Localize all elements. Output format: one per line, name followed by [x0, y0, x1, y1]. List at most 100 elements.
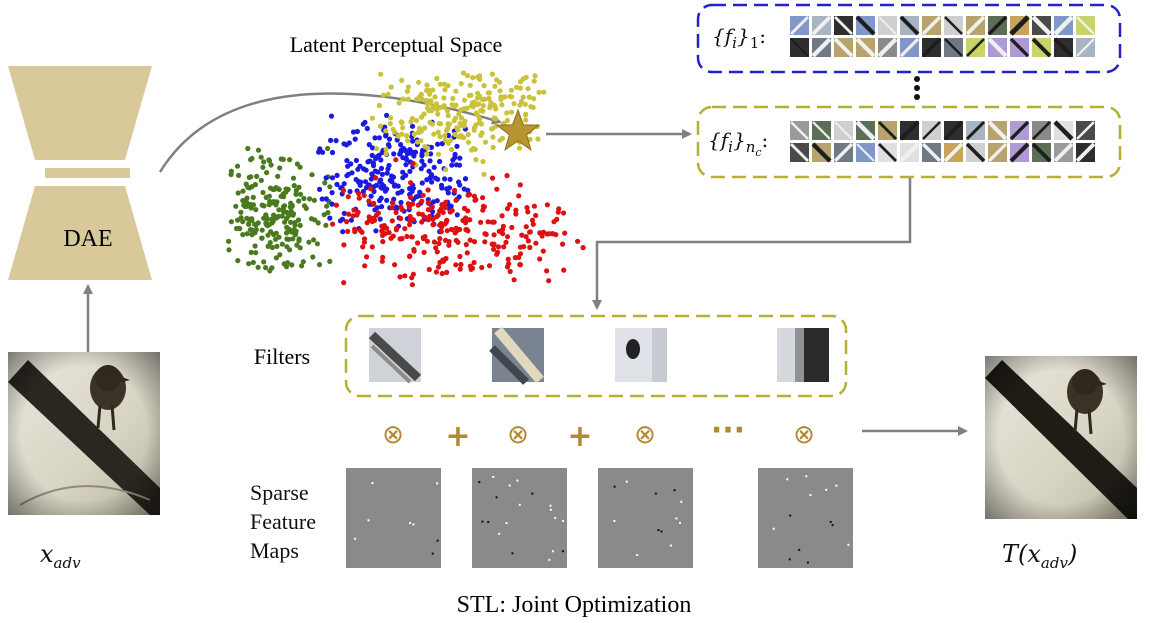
scatter-point: [362, 263, 368, 269]
scatter-point: [422, 144, 428, 150]
scatter-point: [492, 83, 498, 89]
scatter-point: [446, 121, 453, 127]
scatter-point: [444, 108, 451, 114]
scatter-point: [258, 154, 264, 160]
scatter-point: [453, 225, 459, 231]
filter-patch-stroke: [834, 16, 853, 35]
scatter-point: [457, 182, 463, 188]
scatter-point: [490, 134, 496, 140]
sparse-activation: [788, 558, 791, 561]
scatter-point: [333, 202, 340, 208]
scatter-point: [328, 137, 334, 143]
scatter-point: [379, 228, 385, 234]
scatter-point: [458, 261, 464, 268]
scatter-point: [248, 205, 254, 211]
sparse-activation: [492, 476, 495, 478]
filter-patch-stroke: [834, 121, 853, 140]
scatter-point: [384, 197, 390, 203]
sparse-activation: [409, 522, 412, 524]
scatter-point: [533, 212, 539, 219]
scatter-point: [454, 143, 460, 149]
scatter-point: [316, 262, 323, 268]
scatter-point: [483, 231, 489, 237]
scatter-point: [467, 217, 473, 223]
filter-set-nc-box: [696, 105, 1122, 179]
scatter-point: [235, 258, 241, 264]
scatter-point: [458, 115, 464, 121]
scatter-point: [465, 228, 471, 234]
scatter-point: [410, 217, 416, 223]
scatter-point: [404, 88, 410, 94]
scatter-point: [383, 128, 389, 134]
scatter-point: [357, 163, 363, 169]
sparse-activation: [412, 523, 415, 526]
scatter-point: [350, 129, 357, 135]
scatter-point: [409, 282, 415, 288]
scatter-point: [456, 111, 462, 117]
scatter-point: [408, 180, 414, 186]
scatter-point: [301, 195, 307, 202]
scatter-point: [286, 213, 292, 219]
scatter-point: [369, 152, 375, 158]
sparse-activation: [798, 548, 801, 551]
scatter-point: [244, 195, 250, 201]
scatter-point: [429, 172, 435, 178]
scatter-point: [267, 198, 273, 204]
scatter-point: [329, 149, 336, 156]
sparse-activation: [636, 554, 639, 556]
scatter-point: [390, 200, 396, 206]
scatter-point: [380, 239, 386, 245]
scatter-point: [524, 205, 530, 211]
encoder-shape: [8, 66, 152, 160]
filter-patch-stroke: [965, 15, 986, 36]
filter-patch-stroke: [1053, 15, 1074, 36]
scatter-point: [374, 146, 380, 152]
scatter-point: [489, 219, 495, 225]
scatter-point: [431, 131, 437, 137]
scatter-point: [284, 244, 290, 250]
scatter-point: [267, 240, 273, 246]
scatter-point: [320, 149, 326, 155]
scatter-point: [429, 108, 435, 114]
scatter-point: [246, 221, 252, 227]
scatter-point: [380, 232, 386, 238]
scatter-point: [283, 230, 290, 236]
filter-patch-stroke: [856, 143, 875, 162]
scatter-point: [442, 137, 448, 143]
scatter-point: [245, 145, 251, 152]
scatter-point: [372, 135, 378, 141]
scatter-point: [504, 110, 510, 116]
scatter-point: [472, 146, 478, 152]
filter-3: [615, 328, 667, 382]
scatter-point: [408, 194, 414, 201]
scatter-point: [253, 207, 259, 213]
sparse-activation: [431, 552, 434, 555]
scatter-point: [491, 246, 497, 252]
sparse-activation: [508, 484, 511, 487]
sparse-activation: [531, 492, 534, 495]
scatter-point: [504, 117, 510, 124]
scatter-point: [381, 92, 387, 98]
scatter-point: [275, 173, 281, 179]
filter-patch-stroke: [1076, 121, 1095, 140]
dae-label: DAE: [63, 226, 112, 252]
scatter-point: [479, 264, 485, 271]
scatter-point: [405, 201, 411, 207]
sparse-activation: [498, 532, 501, 535]
scatter-point: [519, 232, 525, 238]
filter-patch-stroke: [1009, 37, 1030, 58]
scatter-point: [226, 238, 232, 244]
scatter-point: [455, 127, 461, 133]
filter-set-1-patches: [789, 15, 1095, 58]
scatter-point: [461, 123, 467, 129]
scatter-point: [452, 151, 458, 157]
scatter-point: [486, 263, 493, 269]
scatter-point: [286, 236, 292, 242]
scatter-point: [503, 239, 509, 245]
filter-patch-stroke: [855, 37, 876, 58]
filter-patch-stroke: [878, 121, 897, 140]
scatter-point: [360, 121, 366, 127]
plus-op-2: +: [567, 419, 592, 454]
scatter-point: [452, 131, 458, 138]
